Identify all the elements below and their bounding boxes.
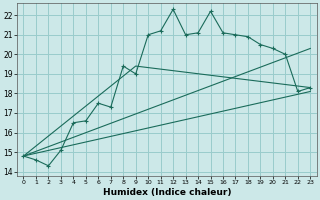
- X-axis label: Humidex (Indice chaleur): Humidex (Indice chaleur): [103, 188, 231, 197]
